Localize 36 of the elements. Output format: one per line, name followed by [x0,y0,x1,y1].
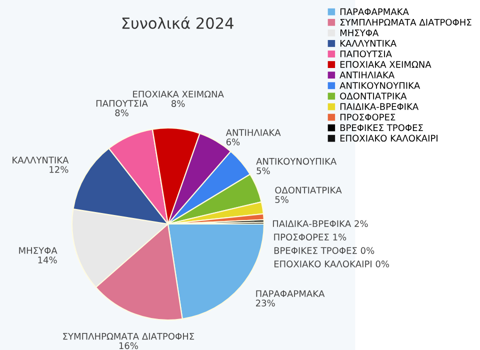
legend-label: ΣΥΜΠΛΗΡΩΜΑΤΑ ΔΙΑΤΡΟΦΗΣ [340,18,472,26]
legend-label: ΕΠΟΧΙΑΚΑ ΧΕΙΜΩΝΑ [340,61,432,68]
data-label: 8% [115,109,128,116]
category-label: ΠΑΙΔΙΚΑ-ΒΡΕΦΙΚΑ 2% [272,220,368,228]
slice-label: ΠΑΠΟΥΤΣΙΑ [96,100,148,107]
data-label: 12% [50,166,68,173]
legend-label: ΠΑΙΔΙΚΑ-ΒΡΕΦΙΚΑ [340,103,419,110]
legend-label: ΠΑΡΑΦΑΡΜΑΚΑ [340,8,409,15]
slice-label: ΑΝΤΙΚΟΥΝΟΥΠΙΚΑ [256,158,337,165]
slice-label: ΠΑΡΑΦΑΡΜΑΚΑ [256,290,325,297]
data-label: 5% [256,167,270,174]
category-label: ΕΠΟΧΙΑΚΟ ΚΑΛΟΚΑΙΡΙ 0% [274,260,390,268]
slice-label: ΑΝΤΙΗΛΙΑΚΑ [226,129,281,136]
slice-label: ΕΠΟΧΙΑΚΑ ΧΕΙΜΩΝΑ [133,90,224,98]
legend-label: ΒΡΕΦΙΚΕΣ ΤΡΟΦΕΣ [340,124,423,132]
data-label: 5% [275,196,288,203]
slice-label: ΚΑΛΛΥΝΤΙΚΑ [12,156,69,164]
data-label: 23% [256,300,275,306]
legend-label: ΠΡΟΣΦΟΡΕΣ [340,114,396,121]
legend-label: ΕΠΟΧΙΑΚΟ ΚΑΛΟΚΑΙΡΙ [340,134,438,142]
legend-label: ΜΗΣΥΦΑ [340,29,379,36]
data-label: 14% [38,256,57,264]
legend-label: ΚΑΛΛΥΝΤΙΚΑ [340,40,396,47]
legend-label: ΑΝΤΙΗΛΙΑΚΑ [340,72,394,78]
slice-label: ΣΥΜΠΛΗΡΩΜΑΤΑ ΔΙΑΤΡΟΦΗΣ [63,332,194,340]
chart-title: Συνολικά 2024 [122,16,234,29]
data-label: 8% [172,100,185,107]
slice-label: ΟΔΟΝΤΙΑΤΡΙΚΑ [275,186,342,194]
legend-label: ΠΑΠΟΥΤΣΙΑ [340,50,392,58]
data-label: 6% [226,138,240,146]
category-label: ΒΡΕΦΙΚΕΣ ΤΡΟΦΕΣ 0% [274,247,374,254]
legend-label: ΟΔΟΝΤΙΑΤΡΙΚΑ [340,92,407,100]
slice-label: ΜΗΣΥΦΑ [19,247,58,254]
category-label: ΠΡΟΣΦΟΡΕΣ 1% [274,234,346,240]
data-label: 16% [119,342,138,350]
legend-label: ΑΝΤΙΚΟΥΝΟΥΠΙΚΑ [340,82,420,89]
